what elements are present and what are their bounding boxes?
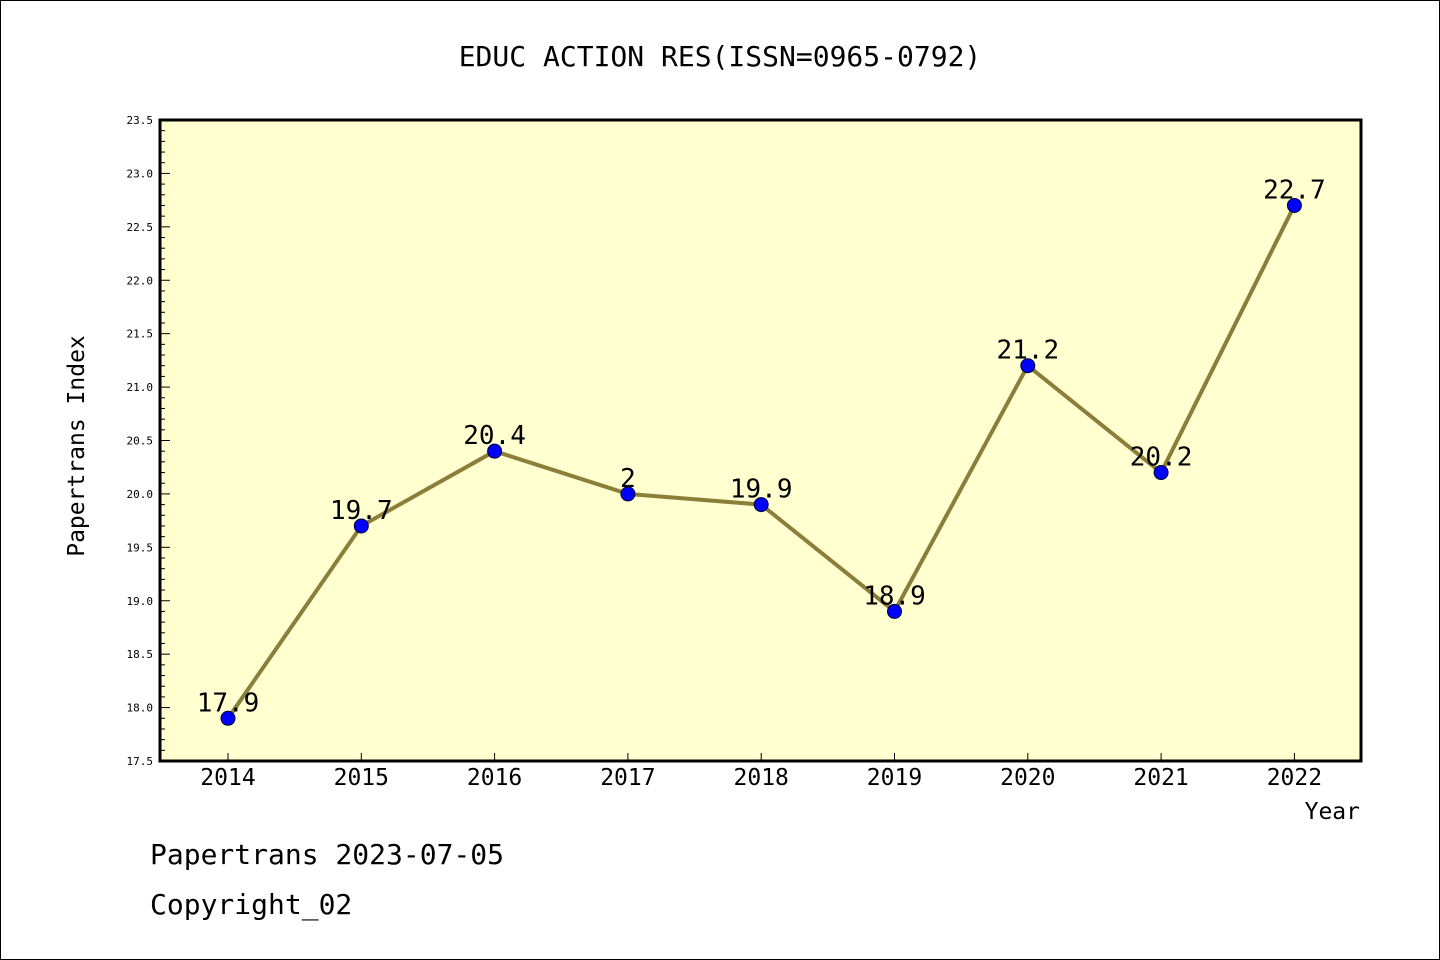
data-label: 22.7 — [1263, 175, 1326, 205]
data-point — [1286, 197, 1302, 213]
data-point — [1153, 465, 1169, 481]
y-tick-label: 20.0 — [127, 488, 154, 501]
x-tick-label: 2021 — [1133, 765, 1188, 791]
data-labels: 17.9 19.7 20.4 2 19.9 18.9 21.2 20.2 22.7 — [197, 175, 1326, 718]
y-axis: 17.5 18.0 18.5 19.0 19.5 20.0 20.5 21.0 21.5 22.0… — [127, 114, 170, 768]
y-tick-label: 21.5 — [127, 328, 154, 341]
data-point — [620, 486, 636, 502]
y-tick-label: 22.5 — [127, 221, 154, 234]
x-tick-label: 2019 — [867, 765, 922, 791]
data-markers — [220, 197, 1302, 726]
x-axis-title: Year — [1305, 799, 1360, 825]
data-point — [1020, 358, 1036, 374]
data-label: 19.7 — [330, 496, 393, 526]
x-tick-label: 2014 — [200, 765, 255, 791]
y-axis-title: Papertrans Index — [64, 335, 90, 557]
y-tick-label: 17.5 — [127, 755, 154, 768]
y-tick-label: 20.5 — [127, 435, 154, 448]
y-tick-label: 18.0 — [127, 702, 154, 715]
data-point — [753, 497, 769, 513]
y-tick-label: 23.0 — [127, 167, 154, 180]
footer-copyright: Copyright_02 — [150, 888, 352, 922]
footer-date: Papertrans 2023-07-05 — [150, 838, 504, 871]
data-label: 18.9 — [863, 581, 926, 611]
y-tick-label: 22.0 — [127, 274, 154, 287]
x-tick-label: 2018 — [734, 765, 789, 791]
y-tick-label: 19.5 — [127, 541, 154, 554]
data-point — [220, 710, 236, 726]
data-label: 20.2 — [1130, 443, 1193, 473]
x-axis: 2014 2015 2016 2017 2018 2019 2020 2021 2022 — [200, 753, 1322, 791]
data-point — [887, 603, 902, 619]
x-tick-label: 2017 — [600, 765, 655, 791]
x-tick-label: 2022 — [1267, 765, 1322, 791]
x-tick-label: 2020 — [1000, 765, 1055, 791]
data-label: 19.9 — [730, 475, 793, 505]
y-tick-label: 23.5 — [127, 114, 154, 127]
x-tick-label: 2015 — [334, 765, 389, 791]
data-label: 2 — [620, 464, 636, 494]
data-label: 21.2 — [996, 336, 1059, 366]
plot-area — [158, 118, 1363, 763]
y-tick-label: 21.0 — [127, 381, 154, 394]
data-point — [487, 443, 503, 459]
x-tick-label: 2016 — [467, 765, 522, 791]
data-point — [353, 518, 369, 534]
data-label: 17.9 — [197, 688, 260, 718]
chart-title: EDUC ACTION RES(ISSN=0965-0792) — [459, 40, 982, 73]
data-label: 20.4 — [463, 421, 526, 451]
y-tick-label: 19.0 — [127, 595, 154, 608]
y-tick-label: 18.5 — [127, 648, 154, 661]
